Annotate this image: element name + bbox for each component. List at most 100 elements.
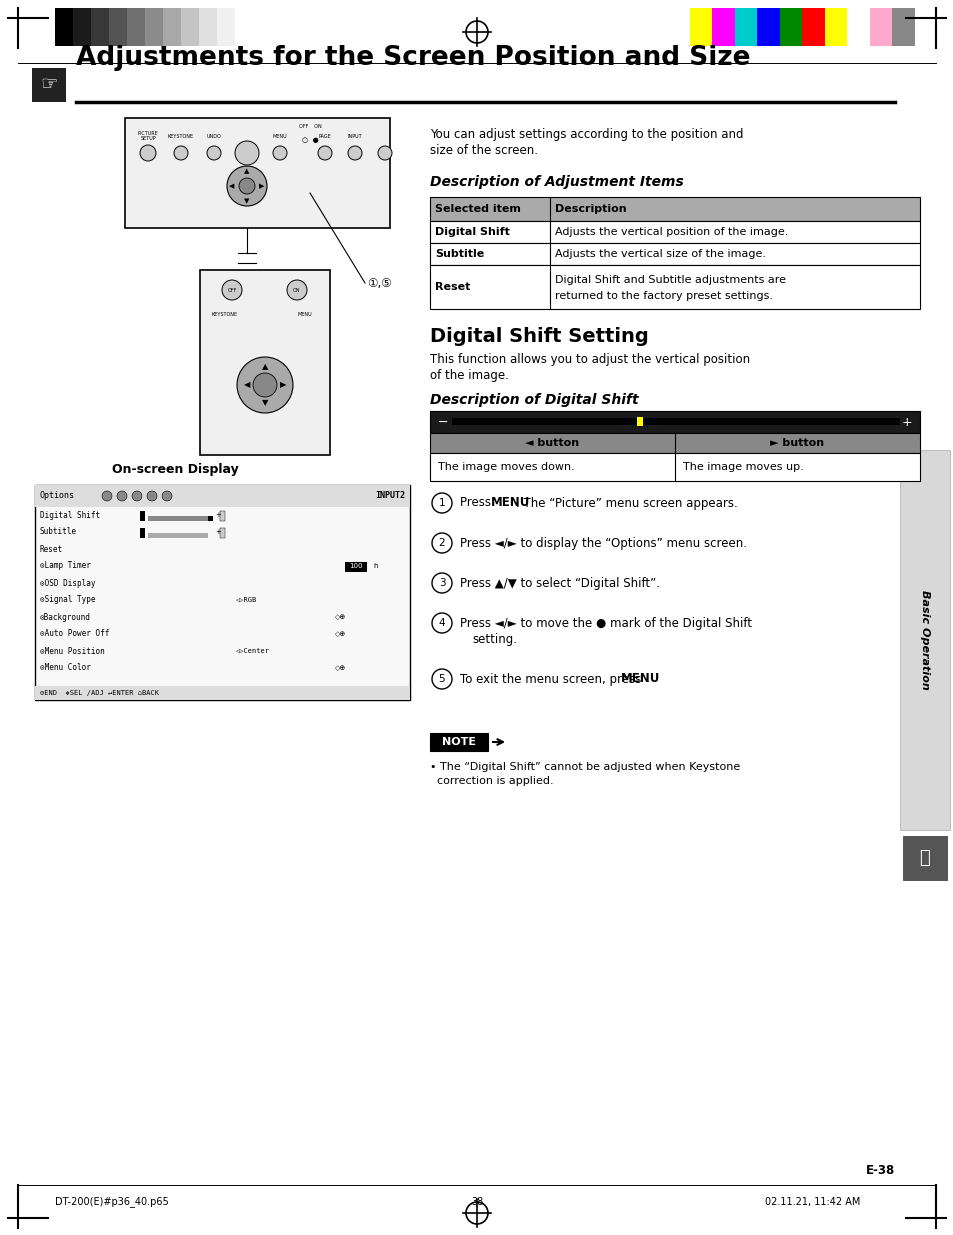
Text: −: − [437,415,448,429]
Circle shape [236,357,293,412]
Bar [91,7,109,46]
Circle shape [273,146,287,161]
Text: On-screen Display: On-screen Display [112,463,238,477]
Text: ◇⊕: ◇⊕ [335,631,346,637]
Text: Digital Shift Setting: Digital Shift Setting [430,327,648,346]
Text: MENU: MENU [620,673,659,685]
Text: ◀: ◀ [244,380,250,389]
Text: MENU: MENU [273,133,287,138]
Text: OFF    ON: OFF ON [298,124,321,128]
Bar [181,7,199,46]
Circle shape [132,492,142,501]
Text: Reset: Reset [40,545,63,553]
Bar [452,417,899,425]
Text: ②,③,④: ②,③,④ [217,272,256,284]
Bar [35,485,410,508]
Text: ◇⊕: ◇⊕ [335,614,346,620]
Circle shape [222,280,242,300]
Bar [125,119,390,228]
Text: Adjusts the vertical size of the image.: Adjusts the vertical size of the image. [555,249,765,259]
Text: Digital Shift: Digital Shift [40,510,100,520]
Text: ⊙OSD Display: ⊙OSD Display [40,578,95,588]
Text: PICTURE
SETUP: PICTURE SETUP [137,131,158,141]
Text: ⊙END  ❖SEL /ADJ ↵ENTER ⌂BACK: ⊙END ❖SEL /ADJ ↵ENTER ⌂BACK [40,690,159,697]
Text: Selected item: Selected item [435,204,520,214]
Text: ◁▷Center: ◁▷Center [234,648,269,655]
Bar [902,836,946,881]
Text: returned to the factory preset settings.: returned to the factory preset settings. [555,291,772,301]
Bar [216,7,234,46]
Text: ▶: ▶ [259,183,264,189]
Text: ⊙Menu Position: ⊙Menu Position [40,646,105,656]
Circle shape [234,141,258,165]
Bar [780,7,801,46]
Text: ON: ON [293,288,300,293]
Circle shape [140,144,156,161]
Circle shape [432,669,452,689]
Text: 100: 100 [349,563,362,569]
Text: Press ◄/► to display the “Options” menu screen.: Press ◄/► to display the “Options” menu … [459,536,746,550]
Text: This function allows you to adjust the vertical position: This function allows you to adjust the v… [430,353,749,366]
Bar [712,7,734,46]
Bar [430,221,919,243]
Bar [35,485,410,700]
Text: 02.11.21, 11:42 AM: 02.11.21, 11:42 AM [763,1197,859,1207]
Text: To exit the menu screen, press: To exit the menu screen, press [459,673,644,685]
Text: ◁▷RGB: ◁▷RGB [234,597,256,603]
Text: The image moves up.: The image moves up. [682,462,803,472]
Circle shape [253,373,276,396]
Text: 38: 38 [471,1197,482,1207]
Text: ☞: ☞ [40,75,58,95]
Bar [32,68,66,103]
Circle shape [239,178,254,194]
Text: ◀: ◀ [229,183,234,189]
Text: ⊙Lamp Timer: ⊙Lamp Timer [40,562,91,571]
Text: The image moves down.: The image moves down. [437,462,574,472]
Bar [234,7,253,46]
Text: DT-200(E)#p36_40.p65: DT-200(E)#p36_40.p65 [55,1197,169,1208]
Text: OFF: OFF [227,288,236,293]
Text: 4: 4 [438,618,445,629]
Text: PAGE: PAGE [318,133,331,138]
Circle shape [432,613,452,634]
Text: ⊙Menu Color: ⊙Menu Color [40,663,91,673]
Text: ⊙Auto Power Off: ⊙Auto Power Off [40,630,110,638]
Bar [892,7,914,46]
Text: Reset: Reset [435,282,470,291]
Bar [55,7,73,46]
Circle shape [102,492,112,501]
Text: ► button: ► button [769,438,823,448]
Text: • The “Digital Shift” cannot be adjusted when Keystone: • The “Digital Shift” cannot be adjusted… [430,762,740,772]
Bar [208,516,213,521]
Bar [145,7,163,46]
Text: .: . [645,673,649,685]
Circle shape [377,146,392,161]
Text: ▼: ▼ [261,399,268,408]
Circle shape [207,146,221,161]
Text: h: h [373,563,377,569]
Text: ✋: ✋ [919,848,929,867]
Text: ▲: ▲ [261,363,268,372]
Text: Description of Digital Shift: Description of Digital Shift [430,393,638,408]
Text: E-38: E-38 [864,1163,894,1177]
Text: 2: 2 [438,538,445,548]
Text: Press ▲/▼ to select “Digital Shift”.: Press ▲/▼ to select “Digital Shift”. [459,577,659,589]
Text: 1: 1 [438,498,445,508]
Text: NOTE: NOTE [441,737,476,747]
Bar [35,685,410,700]
Bar [163,7,181,46]
Circle shape [348,146,361,161]
Circle shape [432,534,452,553]
Bar [127,7,145,46]
Circle shape [432,493,452,513]
Text: correction is applied.: correction is applied. [430,776,553,785]
Bar [637,417,642,426]
Bar [73,7,91,46]
Bar [148,534,208,538]
Text: Subtitle: Subtitle [40,527,77,536]
Text: Options: Options [40,492,75,500]
Text: 5: 5 [438,674,445,684]
Text: KEYSTONE: KEYSTONE [168,133,193,138]
Bar [869,7,892,46]
Text: ▲: ▲ [244,168,250,174]
